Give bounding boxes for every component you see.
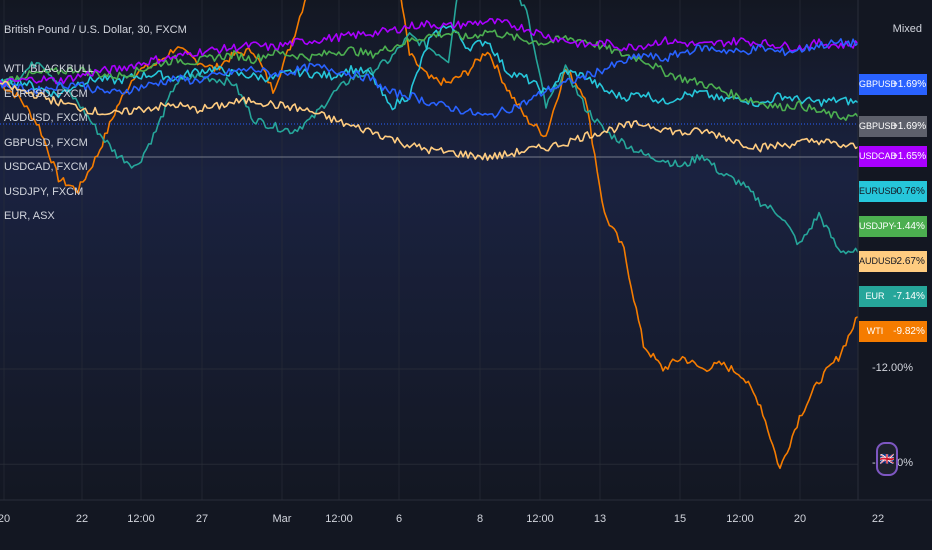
time-axis-label: 22 (871, 513, 885, 525)
legend-item[interactable]: WTI, BLACKBULL (4, 63, 94, 75)
series-line-wti[interactable] (0, 0, 859, 470)
time-axis-label: 20 (0, 513, 11, 525)
price-tag-symbol: WTI (866, 326, 884, 336)
time-axis-label: 27 (195, 513, 209, 525)
price-tag-eurusd[interactable]: EURUSD -0.76% (859, 181, 927, 202)
time-axis-label: Mar (272, 513, 292, 525)
price-tag-audusd[interactable]: AUDUSD -2.67% (859, 251, 927, 272)
chart-background (0, 0, 858, 500)
price-tag-symbol: USDJPY (859, 221, 895, 231)
price-tag-symbol: GBPUSD (859, 79, 898, 89)
series-line-eur[interactable] (0, 0, 859, 255)
chart-title: British Pound / U.S. Dollar, 30, FXCM (4, 24, 187, 36)
time-axis-label: 12:00 (127, 513, 155, 525)
legend-item[interactable]: USDCAD, FXCM (4, 161, 88, 173)
time-axis-label: 12:00 (325, 513, 353, 525)
scale-mode-label[interactable]: Mixed (892, 23, 922, 35)
price-tag-symbol: AUDUSD (859, 256, 898, 266)
legend-item[interactable]: GBPUSD, FXCM (4, 136, 88, 149)
price-tag-value: -1.44% (893, 221, 925, 232)
price-tag-value: -2.67% (893, 256, 925, 267)
price-tag-value: -9.82% (893, 326, 925, 337)
legend-item[interactable]: USDJPY, FXCM (4, 185, 84, 198)
price-tag-value: +1.69% (891, 79, 927, 90)
time-axis-label: 22 (75, 513, 89, 525)
price-tag-value: -0.76% (893, 186, 925, 197)
series-line-eurusd[interactable] (0, 25, 859, 111)
series-layer (0, 0, 859, 470)
union-jack-flag-icon[interactable]: 🇬🇧 (876, 442, 898, 476)
time-axis-label: 13 (593, 513, 607, 525)
price-tag-usdcad[interactable]: USDCAD +1.65% (859, 146, 927, 167)
time-axis-label: 8 (476, 513, 484, 525)
legend-item[interactable]: EUR, ASX (4, 210, 55, 222)
series-line-usdjpy[interactable] (0, 29, 859, 122)
price-tag-symbol: USDCAD (859, 151, 898, 161)
legend: WTI, BLACKBULL EURUSD, FXCM AUDUSD, FXCM… (4, 57, 94, 229)
price-tag-gbpusd[interactable]: GBPUSD +1.69% (859, 74, 927, 95)
time-axis-label: 6 (395, 513, 403, 525)
price-tag-usdjpy[interactable]: USDJPY -1.44% (859, 216, 927, 237)
legend-item[interactable]: AUDUSD, FXCM (4, 112, 88, 124)
series-line-usdcad[interactable] (0, 17, 859, 87)
price-tag-eur[interactable]: EUR -7.14% (859, 286, 927, 307)
price-tag-value: +1.69% (891, 121, 927, 132)
series-line-audusd[interactable] (0, 80, 859, 161)
time-axis-label: 12:00 (726, 513, 754, 525)
price-axis-label: -12.00% (872, 362, 913, 375)
price-tag-value: -7.14% (893, 291, 925, 302)
time-axis-label: 12:00 (526, 513, 554, 525)
price-tag-value: +1.65% (891, 151, 927, 162)
price-tag-symbol: EUR (865, 291, 885, 301)
price-tag-symbol: EURUSD (859, 186, 898, 196)
price-tag-gbpusd[interactable]: GBPUSD +1.69% (859, 116, 927, 137)
price-tag-symbol: GBPUSD (859, 121, 898, 131)
time-axis-label: 15 (673, 513, 687, 525)
series-line-gbpusd[interactable] (0, 38, 859, 119)
price-tag-wti[interactable]: WTI -9.82% (859, 321, 927, 342)
time-axis-label: 20 (793, 513, 807, 525)
legend-item[interactable]: EURUSD, FXCM (4, 87, 88, 100)
